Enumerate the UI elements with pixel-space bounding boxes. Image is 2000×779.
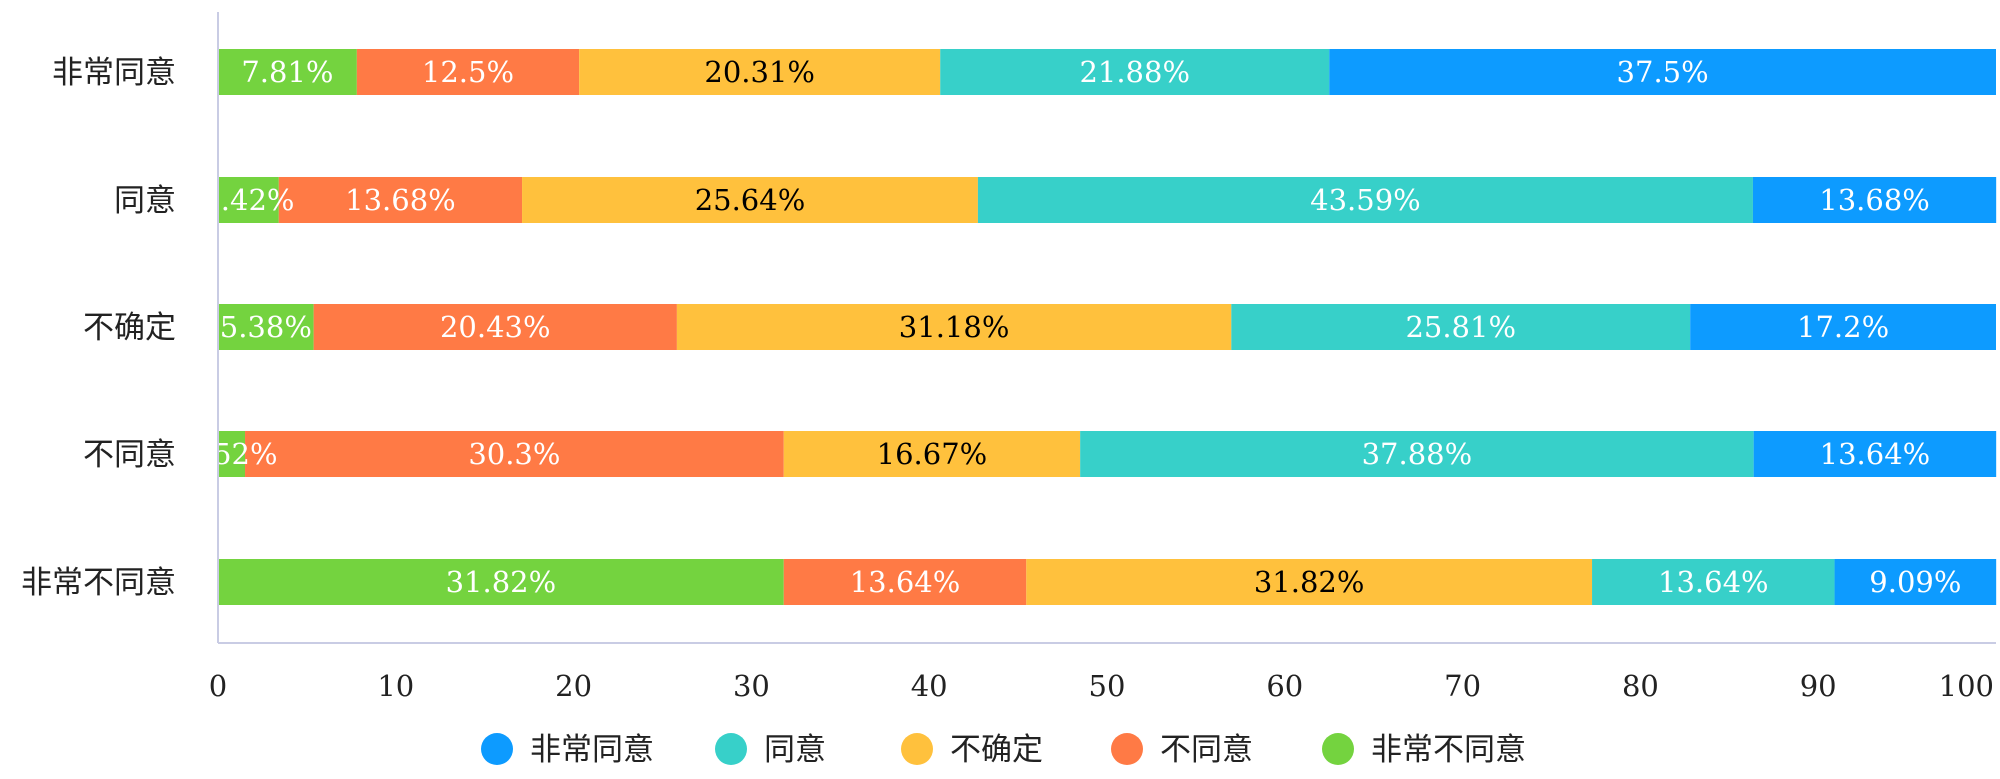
- data-label: 17.2%: [1797, 310, 1889, 344]
- data-label: 20.43%: [440, 310, 551, 344]
- data-label: 13.64%: [1820, 437, 1931, 471]
- x-tick-label: 80: [1622, 669, 1659, 703]
- data-label: 37.88%: [1362, 437, 1473, 471]
- data-label: 21.88%: [1079, 55, 1190, 89]
- data-label: 13.68%: [345, 183, 456, 217]
- bar-segment: [218, 49, 357, 95]
- y-category-label: 非常同意: [52, 55, 176, 91]
- data-label: 3.42%: [202, 183, 294, 217]
- data-label: 5.38%: [220, 310, 312, 344]
- data-label: 20.31%: [704, 55, 815, 89]
- bar-segment: [1753, 431, 1997, 477]
- bar-segment: [676, 304, 1232, 350]
- x-tick-label: 20: [555, 669, 592, 703]
- data-label: 30.3%: [468, 437, 560, 471]
- y-category-label: 不确定: [83, 310, 176, 346]
- bars-group: [218, 49, 1997, 605]
- data-labels-group: 7.81% 12.5% 20.31% 21.88% 37.5% 3.42% 13.68% 25…: [185, 55, 1961, 599]
- x-tick-label: 90: [1800, 669, 1837, 703]
- y-category-label: 不同意: [83, 437, 176, 473]
- x-tick-label: 30: [733, 669, 770, 703]
- bar-segment: [1026, 559, 1593, 605]
- bar-segment: [356, 49, 580, 95]
- data-label: 43.59%: [1310, 183, 1421, 217]
- data-label: 13.68%: [1819, 183, 1930, 217]
- bar-segment: [278, 177, 523, 223]
- legend-marker: [1111, 733, 1143, 765]
- x-tick-label: 50: [1089, 669, 1126, 703]
- data-label: 37.5%: [1617, 55, 1709, 89]
- y-category-label: 同意: [114, 183, 176, 219]
- legend: 非常同意 同意 不确定 不同意 非常不同意: [481, 732, 1526, 768]
- legend-marker: [481, 733, 513, 765]
- data-label: 7.81%: [241, 55, 333, 89]
- legend-label: 不同意: [1160, 732, 1253, 768]
- bar-segment: [218, 559, 784, 605]
- y-category-label: 非常不同意: [21, 565, 176, 601]
- bar-segment: [1752, 177, 1997, 223]
- data-label: 31.82%: [1254, 565, 1365, 599]
- x-tick-label: 60: [1266, 669, 1303, 703]
- data-label: 12.5%: [422, 55, 514, 89]
- data-label: 9.09%: [1869, 565, 1961, 599]
- data-label: 16.67%: [877, 437, 988, 471]
- bar-segment: [1834, 559, 1997, 605]
- legend-label: 非常不同意: [1371, 732, 1526, 768]
- data-label: 25.64%: [695, 183, 806, 217]
- data-label: 1.52%: [185, 437, 277, 471]
- data-label: 13.64%: [1658, 565, 1769, 599]
- bar-segment: [1080, 431, 1754, 477]
- bar-segment: [313, 304, 677, 350]
- legend-label: 非常同意: [530, 732, 654, 768]
- bar-segment: [579, 49, 941, 95]
- bar-segment: [245, 431, 784, 477]
- bar-segment: [783, 431, 1081, 477]
- bar-segment: [522, 177, 978, 223]
- bar-segment: [1231, 304, 1691, 350]
- data-label: 25.81%: [1405, 310, 1516, 344]
- x-axis-ticks: 0 10 20 30 40 50 60 70 80 90 100: [209, 669, 1994, 703]
- x-tick-label: 70: [1444, 669, 1481, 703]
- x-tick-label: 100: [1939, 669, 1994, 703]
- bar-segment: [218, 304, 314, 350]
- x-tick-label: 40: [911, 669, 948, 703]
- bar-segment: [1592, 559, 1835, 605]
- x-tick-label: 10: [377, 669, 414, 703]
- bar-segment: [1329, 49, 1996, 95]
- data-label: 31.18%: [899, 310, 1010, 344]
- bar-segment: [218, 431, 246, 477]
- legend-marker: [715, 733, 747, 765]
- x-tick-label: 0: [209, 669, 227, 703]
- data-label: 31.82%: [446, 565, 557, 599]
- legend-label: 同意: [764, 732, 826, 768]
- bar-segment: [940, 49, 1330, 95]
- bar-segment: [977, 177, 1753, 223]
- bar-segment: [783, 559, 1027, 605]
- bar-segment: [1690, 304, 1996, 350]
- data-label: 13.64%: [850, 565, 961, 599]
- legend-marker: [1322, 733, 1354, 765]
- legend-marker: [901, 733, 933, 765]
- bar-segment: [218, 177, 279, 223]
- legend-label: 不确定: [950, 732, 1043, 768]
